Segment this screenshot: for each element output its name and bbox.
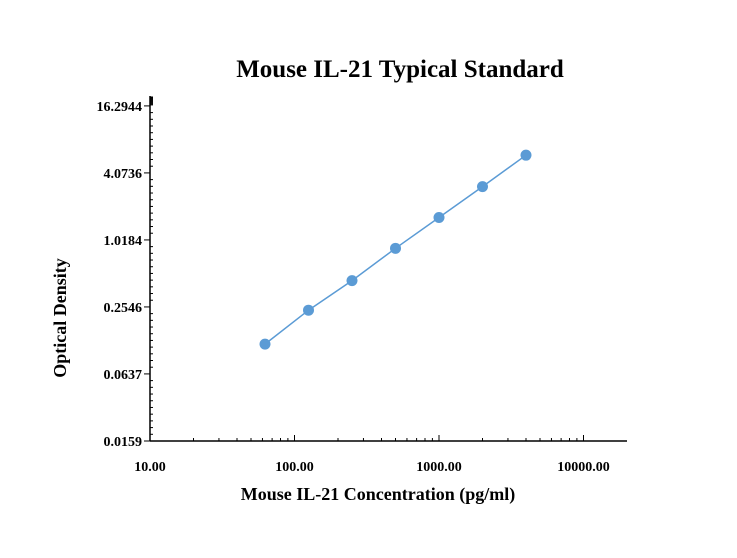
axes [149, 96, 627, 442]
data-point [433, 211, 445, 223]
data-point [520, 149, 532, 161]
data-point [390, 242, 402, 254]
data-point [346, 275, 358, 287]
y-tick-label: 16.2944 [97, 100, 143, 115]
x-axis-label: Mouse IL-21 Concentration (pg/ml) [241, 484, 515, 505]
x-tick-label: 10.00 [134, 460, 166, 475]
data-point [303, 304, 315, 316]
y-tick-label: 4.0736 [104, 167, 143, 182]
ticks: 10.00 100.00 1000.00 10000.00 0.0159 0.0637 0.… [97, 96, 610, 475]
x-tick-label: 1000.00 [416, 460, 462, 475]
y-axis-label: Optical Density [50, 258, 70, 378]
data-point [476, 181, 488, 193]
y-tick-label: 0.0637 [104, 368, 143, 383]
chart-title: Mouse IL-21 Typical Standard [236, 56, 564, 83]
x-tick-label: 10000.00 [557, 460, 610, 475]
y-tick-label: 0.2546 [104, 301, 143, 316]
data-point [259, 338, 271, 350]
y-tick-label: 1.0184 [104, 234, 143, 249]
series-layer [259, 149, 532, 350]
x-tick-label: 100.00 [275, 460, 314, 475]
y-tick-label: 0.0159 [104, 435, 143, 450]
